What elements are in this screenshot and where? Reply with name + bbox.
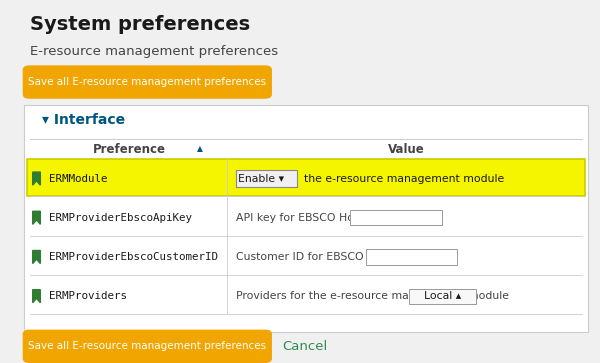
Text: API key for EBSCO HoldingsIQ: API key for EBSCO HoldingsIQ [236,213,398,223]
Bar [236,170,297,187]
Text: Local ▴: Local ▴ [424,291,461,301]
Polygon shape [32,250,40,264]
FancyBboxPatch shape [23,65,272,99]
Bar [24,105,588,332]
Text: Save all E-resource management preferences: Save all E-resource management preferenc… [28,341,266,351]
Bar [350,210,442,225]
Text: Cancel: Cancel [283,340,328,353]
Polygon shape [32,290,40,303]
Bar [409,289,476,304]
Text: ERMModule: ERMModule [49,174,107,184]
Text: Value: Value [388,143,424,156]
FancyBboxPatch shape [23,330,272,363]
Text: Preference: Preference [93,143,166,156]
Polygon shape [32,172,40,185]
Polygon shape [32,211,40,224]
Text: ERMProviderEbscoApiKey: ERMProviderEbscoApiKey [49,213,191,223]
Text: E-resource management preferences: E-resource management preferences [30,45,278,58]
Text: ▲: ▲ [197,144,203,153]
Text: the e-resource management module: the e-resource management module [304,174,505,184]
Text: Enable ▾: Enable ▾ [238,174,284,184]
Bar [367,249,457,265]
Bar [27,159,586,196]
Text: Customer ID for EBSCO HoldingsIQ: Customer ID for EBSCO HoldingsIQ [236,252,426,262]
Text: Save all E-resource management preferences: Save all E-resource management preferenc… [28,77,266,87]
Text: Providers for the e-resource management module: Providers for the e-resource management … [236,291,509,301]
Text: ERMProviderEbscoCustomerID: ERMProviderEbscoCustomerID [49,252,218,262]
Text: System preferences: System preferences [30,15,250,33]
Text: ▾ Interface: ▾ Interface [41,113,125,127]
Text: ERMProviders: ERMProviders [49,291,127,301]
